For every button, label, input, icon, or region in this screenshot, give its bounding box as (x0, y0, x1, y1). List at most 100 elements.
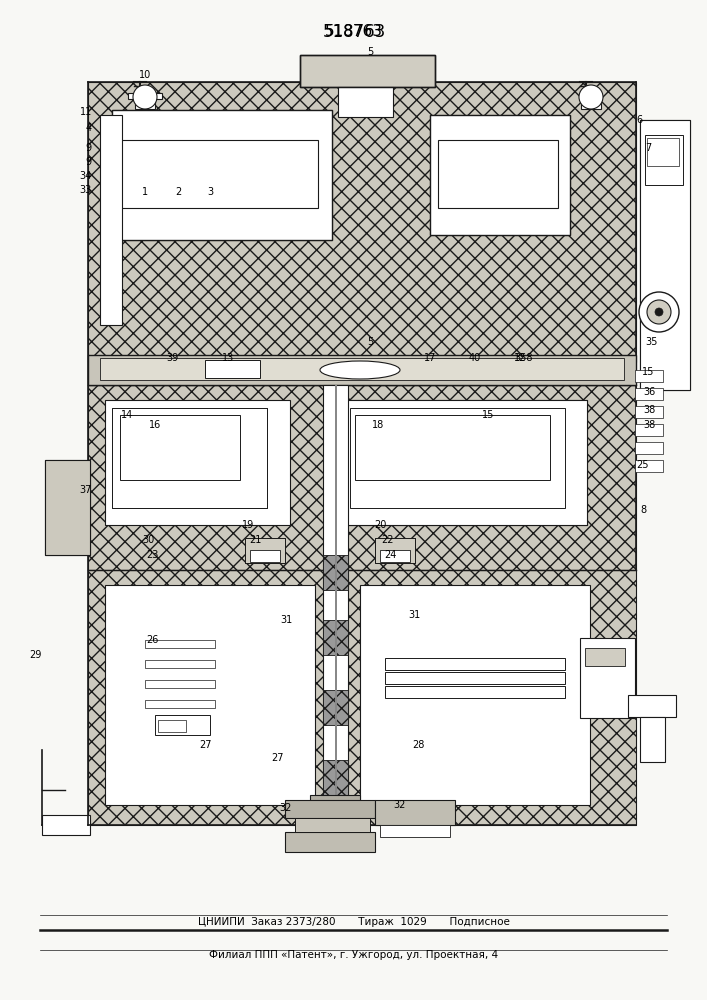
Bar (118, 140, 318, 208)
Bar (100, 358, 624, 380)
Text: 38: 38 (643, 420, 655, 430)
Bar (385, 658, 565, 670)
Text: 2: 2 (175, 187, 181, 197)
Bar (635, 388, 663, 400)
Circle shape (655, 308, 663, 316)
Text: 21: 21 (249, 535, 261, 545)
Text: 24: 24 (384, 550, 396, 560)
Bar (88, 570, 636, 825)
Bar (42, 815, 90, 835)
Bar (135, 97, 155, 109)
Text: 32: 32 (394, 800, 407, 810)
Bar (300, 55, 435, 87)
Bar (88, 385, 636, 570)
Bar (112, 408, 267, 508)
Bar (300, 55, 435, 87)
Text: 39: 39 (166, 353, 178, 363)
Text: 17: 17 (423, 353, 436, 363)
Bar (380, 825, 450, 837)
Bar (635, 406, 663, 418)
Bar (340, 88, 392, 116)
Text: 18: 18 (372, 420, 384, 430)
Text: 6: 6 (636, 115, 642, 125)
Bar (338, 87, 393, 117)
Bar (145, 640, 215, 648)
Bar (112, 408, 267, 508)
Bar (45, 460, 90, 555)
Text: 40: 40 (469, 353, 481, 363)
Text: 23: 23 (146, 550, 158, 560)
Bar (375, 538, 415, 563)
Bar (145, 660, 215, 668)
Bar (581, 97, 601, 109)
Text: 26: 26 (146, 635, 158, 645)
Bar (323, 620, 348, 655)
Bar (342, 400, 587, 525)
Circle shape (639, 292, 679, 332)
Bar (323, 690, 348, 725)
Text: 30: 30 (142, 535, 154, 545)
Text: 14: 14 (121, 410, 133, 420)
Bar (245, 538, 285, 563)
Text: 13: 13 (222, 353, 234, 363)
Text: 19: 19 (242, 520, 254, 530)
Bar (430, 115, 570, 235)
Bar (155, 715, 210, 735)
Bar (645, 135, 683, 185)
Text: 518763: 518763 (322, 23, 385, 41)
Text: 1: 1 (142, 187, 148, 197)
Bar (323, 555, 348, 590)
Bar (640, 717, 665, 762)
Text: 36: 36 (643, 387, 655, 397)
Bar (285, 832, 375, 852)
Bar (635, 424, 663, 436)
Text: 31: 31 (280, 615, 292, 625)
Bar (285, 800, 375, 818)
Text: 33: 33 (80, 185, 92, 195)
Bar (323, 385, 348, 815)
Text: 27: 27 (271, 753, 284, 763)
Bar (112, 110, 332, 240)
Circle shape (579, 85, 603, 109)
Text: 8: 8 (640, 505, 646, 515)
Bar (380, 550, 410, 562)
Text: 10: 10 (139, 70, 151, 80)
Bar (158, 720, 186, 732)
Bar (585, 648, 625, 666)
Text: 11: 11 (80, 107, 92, 117)
Text: 28: 28 (411, 740, 424, 750)
Circle shape (647, 300, 671, 324)
Text: 5: 5 (367, 47, 373, 57)
Text: 358: 358 (515, 353, 533, 363)
Bar (250, 550, 280, 562)
Bar (375, 538, 415, 563)
Bar (105, 585, 315, 805)
Bar (342, 400, 587, 525)
Text: 16: 16 (149, 420, 161, 430)
Bar (128, 93, 162, 99)
Bar (635, 370, 663, 382)
Text: 20: 20 (374, 520, 386, 530)
Bar (350, 408, 565, 508)
Bar (335, 385, 337, 815)
Bar (318, 813, 353, 825)
Text: 7: 7 (645, 143, 651, 153)
Bar (245, 538, 285, 563)
Bar (45, 460, 90, 555)
Bar (640, 120, 690, 390)
Text: 35: 35 (645, 337, 658, 347)
Text: 15: 15 (481, 410, 494, 420)
Bar (640, 120, 690, 390)
Bar (120, 415, 240, 480)
Text: 25: 25 (636, 460, 648, 470)
Bar (88, 355, 636, 385)
Bar (580, 638, 635, 718)
Ellipse shape (320, 361, 400, 379)
Text: 34: 34 (80, 171, 92, 181)
Bar (438, 140, 558, 208)
Text: 22: 22 (382, 535, 395, 545)
Bar (105, 400, 290, 525)
Text: 32: 32 (280, 803, 292, 813)
Bar (310, 795, 360, 813)
Text: 3: 3 (207, 187, 213, 197)
